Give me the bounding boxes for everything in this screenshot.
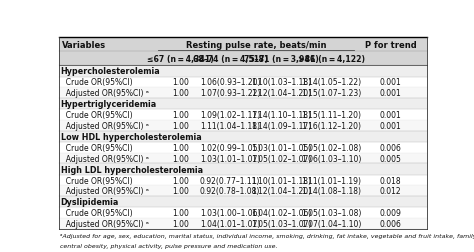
FancyBboxPatch shape xyxy=(59,120,427,131)
Text: 1.00: 1.00 xyxy=(172,219,189,228)
FancyBboxPatch shape xyxy=(59,99,427,110)
Text: 1.04(1.02–1.06): 1.04(1.02–1.06) xyxy=(251,208,312,217)
FancyBboxPatch shape xyxy=(59,196,427,208)
Text: Hypercholesterolemia: Hypercholesterolemia xyxy=(61,67,161,76)
Text: 1.06(0.93–1.20): 1.06(0.93–1.20) xyxy=(200,78,260,87)
Text: 1.12(1.04–1.20): 1.12(1.04–1.20) xyxy=(251,186,311,196)
Text: Adjusted OR(95%CI) ᵃ: Adjusted OR(95%CI) ᵃ xyxy=(61,219,148,228)
Text: 1.00: 1.00 xyxy=(172,89,189,98)
Text: 1.02(0.99–1.05): 1.02(0.99–1.05) xyxy=(200,143,260,152)
Text: High LDL hypercholesterolemia: High LDL hypercholesterolemia xyxy=(61,165,203,174)
Text: 1.06(1.03–1.10): 1.06(1.03–1.10) xyxy=(301,154,361,163)
Text: Hypertriglyceridemia: Hypertriglyceridemia xyxy=(61,100,157,109)
Text: 1.03(1.00–1.06): 1.03(1.00–1.06) xyxy=(200,208,260,217)
Text: 1.05(1.02–1.07): 1.05(1.02–1.07) xyxy=(251,154,312,163)
Text: 0.001: 0.001 xyxy=(380,121,401,130)
Text: 1.14(1.10–1.18): 1.14(1.10–1.18) xyxy=(252,111,311,120)
Text: 1.16(1.12–1.20): 1.16(1.12–1.20) xyxy=(301,121,361,130)
Text: 1.00: 1.00 xyxy=(172,208,189,217)
Text: 1.09(1.02–1.17): 1.09(1.02–1.17) xyxy=(200,111,260,120)
Text: 1.14(1.08–1.18): 1.14(1.08–1.18) xyxy=(301,186,361,196)
FancyBboxPatch shape xyxy=(59,88,427,99)
FancyBboxPatch shape xyxy=(59,175,427,186)
Text: Low HDL hypercholesterolemia: Low HDL hypercholesterolemia xyxy=(61,132,201,141)
Text: Adjusted OR(95%CI) ᵃ: Adjusted OR(95%CI) ᵃ xyxy=(61,154,148,163)
Text: 1.15(1.07–1.23): 1.15(1.07–1.23) xyxy=(301,89,361,98)
Text: 0.001: 0.001 xyxy=(380,89,401,98)
FancyBboxPatch shape xyxy=(59,110,427,120)
Text: 68–74 (n = 4,517): 68–74 (n = 4,517) xyxy=(192,54,267,64)
Text: 1.11(1.04–1.18): 1.11(1.04–1.18) xyxy=(200,121,260,130)
Text: 1.03(1.01–1.05): 1.03(1.01–1.05) xyxy=(251,143,312,152)
Text: Crude OR(95%CI): Crude OR(95%CI) xyxy=(61,176,132,185)
Text: 1.14(1.09–1.17): 1.14(1.09–1.17) xyxy=(251,121,311,130)
Text: 1.05(1.02–1.08): 1.05(1.02–1.08) xyxy=(301,143,361,152)
Text: Resting pulse rate, beats/min: Resting pulse rate, beats/min xyxy=(185,41,326,49)
Text: 1.14(1.05–1.22): 1.14(1.05–1.22) xyxy=(301,78,361,87)
Text: 1.11(1.01–1.19): 1.11(1.01–1.19) xyxy=(301,176,361,185)
Text: 0.92(0.78–1.08): 0.92(0.78–1.08) xyxy=(200,186,260,196)
FancyBboxPatch shape xyxy=(59,153,427,164)
FancyBboxPatch shape xyxy=(59,208,427,218)
FancyBboxPatch shape xyxy=(59,66,427,77)
Text: 0.018: 0.018 xyxy=(380,176,401,185)
Text: 1.05(1.03–1.08): 1.05(1.03–1.08) xyxy=(301,208,361,217)
Text: central obesity, physical activity, pulse pressure and medication use.: central obesity, physical activity, puls… xyxy=(60,243,277,248)
FancyBboxPatch shape xyxy=(59,38,427,52)
Text: Adjusted OR(95%CI) ᵃ: Adjusted OR(95%CI) ᵃ xyxy=(61,121,148,130)
Text: 0.009: 0.009 xyxy=(380,208,402,217)
Text: 0.005: 0.005 xyxy=(380,154,402,163)
Text: 1.07(1.04–1.10): 1.07(1.04–1.10) xyxy=(301,219,361,228)
Text: 0.006: 0.006 xyxy=(380,219,402,228)
Text: Crude OR(95%CI): Crude OR(95%CI) xyxy=(61,143,132,152)
Text: 1.12(1.04–1.20): 1.12(1.04–1.20) xyxy=(251,89,311,98)
Text: P for trend: P for trend xyxy=(365,41,417,49)
Text: 1.04(1.01–1.07): 1.04(1.01–1.07) xyxy=(200,219,260,228)
FancyBboxPatch shape xyxy=(59,77,427,88)
Text: 1.00: 1.00 xyxy=(172,111,189,120)
Text: ≤67 (n = 4,341): ≤67 (n = 4,341) xyxy=(147,54,214,64)
FancyBboxPatch shape xyxy=(59,52,427,66)
Text: Crude OR(95%CI): Crude OR(95%CI) xyxy=(61,78,132,87)
FancyBboxPatch shape xyxy=(59,131,427,142)
Text: 1.00: 1.00 xyxy=(172,143,189,152)
FancyBboxPatch shape xyxy=(59,164,427,175)
Text: Variables: Variables xyxy=(62,41,106,49)
Text: 0.92(0.77–1.11): 0.92(0.77–1.11) xyxy=(200,176,260,185)
Text: 75–81 (n = 3,946): 75–81 (n = 3,946) xyxy=(244,54,319,64)
Text: 1.15(1.11–1.20): 1.15(1.11–1.20) xyxy=(301,111,361,120)
Text: Adjusted OR(95%CI) ᵃ: Adjusted OR(95%CI) ᵃ xyxy=(61,89,148,98)
Text: 1.03(1.01–1.07): 1.03(1.01–1.07) xyxy=(200,154,260,163)
Text: 1.00: 1.00 xyxy=(172,186,189,196)
Text: 0.012: 0.012 xyxy=(380,186,401,196)
Text: >81 (n = 4,122): >81 (n = 4,122) xyxy=(298,54,365,64)
Text: 1.00: 1.00 xyxy=(172,176,189,185)
FancyBboxPatch shape xyxy=(59,218,427,229)
Text: Crude OR(95%CI): Crude OR(95%CI) xyxy=(61,208,132,217)
FancyBboxPatch shape xyxy=(59,142,427,153)
Text: 0.006: 0.006 xyxy=(380,143,402,152)
Text: ᵃAdjusted for age, sex, education, marital status, individual income, smoking, d: ᵃAdjusted for age, sex, education, marit… xyxy=(60,233,474,238)
Text: 1.00: 1.00 xyxy=(172,154,189,163)
Text: 1.10(1.03–1.18): 1.10(1.03–1.18) xyxy=(251,78,311,87)
Text: 1.10(1.01–1.18): 1.10(1.01–1.18) xyxy=(252,176,311,185)
Text: 1.07(0.93–1.22): 1.07(0.93–1.22) xyxy=(200,89,260,98)
Text: Dyslipidemia: Dyslipidemia xyxy=(61,198,119,206)
Text: 1.00: 1.00 xyxy=(172,121,189,130)
FancyBboxPatch shape xyxy=(59,186,427,196)
Text: Adjusted OR(95%CI) ᵃ: Adjusted OR(95%CI) ᵃ xyxy=(61,186,148,196)
Text: 0.001: 0.001 xyxy=(380,78,401,87)
Text: 1.00: 1.00 xyxy=(172,78,189,87)
Text: 0.001: 0.001 xyxy=(380,111,401,120)
Text: 1.05(1.03–1.07): 1.05(1.03–1.07) xyxy=(251,219,312,228)
Text: Crude OR(95%CI): Crude OR(95%CI) xyxy=(61,111,132,120)
